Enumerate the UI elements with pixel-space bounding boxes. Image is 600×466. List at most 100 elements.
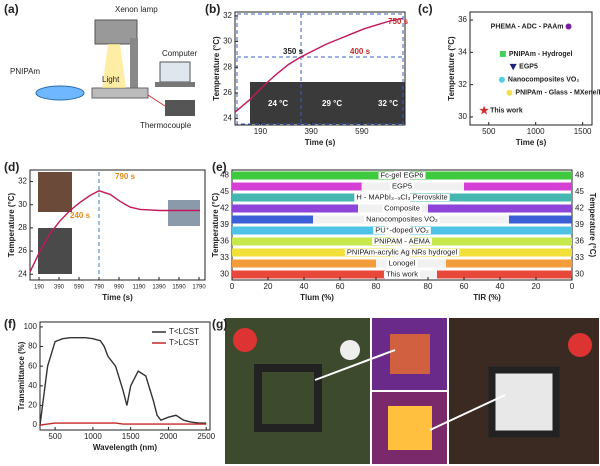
x-axis-label: Time (s) [516,138,547,147]
x-tick-label: 790 [94,285,105,291]
y2-tick-label: 45 [575,187,584,196]
x-tick-label: 1590 [172,285,186,291]
label-background [389,183,415,190]
category-label: Fc-gel EGP6 [381,170,424,179]
category-label: EGP5 [392,181,412,190]
label-background [344,249,460,256]
category-label: PU⁺-doped VO₂ [375,225,429,234]
bar [232,215,313,224]
panel-label: (d) [4,160,19,174]
data-line [234,17,403,113]
y-axis-label: Temperature (°C) [211,192,220,257]
x2-tick-label: 20 [532,282,541,291]
inset-photo [38,172,72,212]
x-tick-label: 2500 [197,432,215,441]
point-label: PNIPAm - Glass - MXene/PAM [515,90,600,97]
setup-diagram: Xenon lamp Computer PNIPAm Light Thermoc… [10,5,197,130]
photos [225,318,599,464]
category-label: PNIPAM - AEMA [374,236,430,245]
y2-tick-label: 42 [575,204,584,213]
inset-photo [250,82,405,124]
ornament [340,340,360,360]
laptop-screen [159,61,191,83]
label: Thermocouple [140,121,192,130]
plot-frame [469,11,593,126]
ornament [568,333,592,357]
x-tick-label: 80 [372,282,381,291]
dashed-box [236,13,404,125]
annotation: 350 s [283,47,304,56]
x-tick-label: 500 [482,127,496,136]
annotation: 750 s [388,17,409,26]
y-tick-label: 48 [220,171,229,180]
x-tick-label: 190 [254,127,268,136]
label: Computer [162,49,197,58]
bar [410,237,572,246]
point [506,89,513,96]
x-tick-label: 60 [336,282,345,291]
y-tick-label: 26 [18,246,27,255]
bar [232,226,385,235]
point-label: EGP5 [519,64,538,71]
x-tick-label: 1390 [152,285,166,291]
x-tick-label: 190 [34,285,45,291]
x-tick-label: 1190 [133,285,147,291]
label-background [372,238,432,245]
category-label: This work [386,269,418,278]
light-beam [102,44,126,88]
y-tick-label: 0 [33,420,38,429]
y-tick-label: 60 [28,361,37,370]
y-tick-label: 24 [18,269,27,278]
x-tick-label: 500 [48,432,62,441]
data-line [39,422,207,426]
x-axis-label: Time (s) [102,293,133,302]
y2-tick-label: 33 [575,253,584,262]
y-tick-label: 33 [220,253,229,262]
x-tick-label: 590 [355,127,369,136]
category-label: PNIPAm-acrylic Ag NRs hydrogel [347,247,458,256]
x-axis-label: Tlum (%) [300,293,334,302]
x-tick-label: 390 [304,127,318,136]
thermal-hot [388,406,432,450]
y2-axis-label: Temperature (°C) [588,193,597,258]
y-tick-label: 30 [18,200,27,209]
panel-label: (e) [212,160,227,174]
y-tick-label: 28 [18,223,27,232]
bar [232,182,362,191]
panel-label: (b) [205,2,220,16]
y-tick-label: 45 [220,187,229,196]
point [479,105,489,115]
category-label: Composite [384,203,420,212]
bar [232,270,385,279]
bar [232,259,376,268]
x2-axis-label: TIR (%) [473,293,501,302]
x-tick-label: 1000 [84,432,102,441]
y-tick-label: 32 [458,80,467,89]
plot-frame [234,11,406,126]
panel-label: (f) [4,317,16,331]
data-line [39,337,207,426]
x-tick-label: 990 [114,285,125,291]
label-background [382,205,422,212]
label-background [378,172,426,179]
y-tick-label: 36 [458,15,467,24]
bar [232,237,394,246]
inset-photo [38,228,72,274]
x-tick-label: 0 [230,282,235,291]
label-background [386,260,418,267]
plot-frame [231,169,573,281]
bar [446,259,572,268]
bar [437,270,572,279]
y-tick-label: 30 [223,37,232,46]
x2-tick-label: 40 [496,282,505,291]
point [499,50,506,57]
x-tick-label: 390 [54,285,65,291]
y-tick-label: 30 [458,112,467,121]
x-tick-label: 1000 [527,127,545,136]
y2-tick-label: 39 [575,220,584,229]
label-background [364,216,440,223]
bar [232,248,394,257]
x-axis-label: Time (s) [305,138,336,147]
bar [410,171,572,180]
x-tick-label: 2000 [160,432,178,441]
